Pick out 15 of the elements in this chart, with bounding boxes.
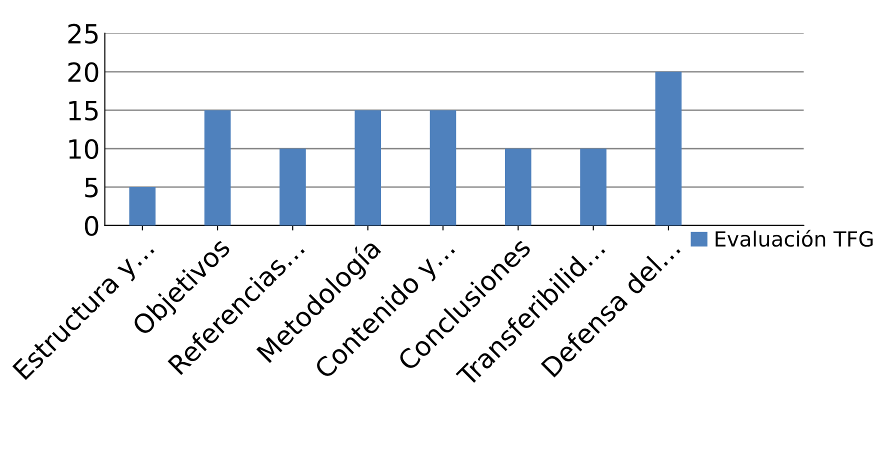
legend-label: Evaluación TFG	[716, 230, 873, 247]
bar	[655, 72, 682, 226]
bar	[204, 110, 231, 226]
y-tick-label: 25	[68, 24, 98, 44]
bar	[504, 148, 532, 226]
bar	[354, 110, 381, 226]
bar	[129, 187, 156, 226]
y-tick-label: 5	[85, 178, 98, 198]
y-tick-label: 10	[69, 139, 98, 160]
bar	[430, 110, 456, 226]
y-tick-label: 0	[84, 216, 98, 236]
y-tick-label: 20	[68, 62, 98, 82]
bar	[280, 148, 306, 226]
y-tick-label: 15	[69, 100, 98, 121]
bar	[580, 148, 606, 226]
